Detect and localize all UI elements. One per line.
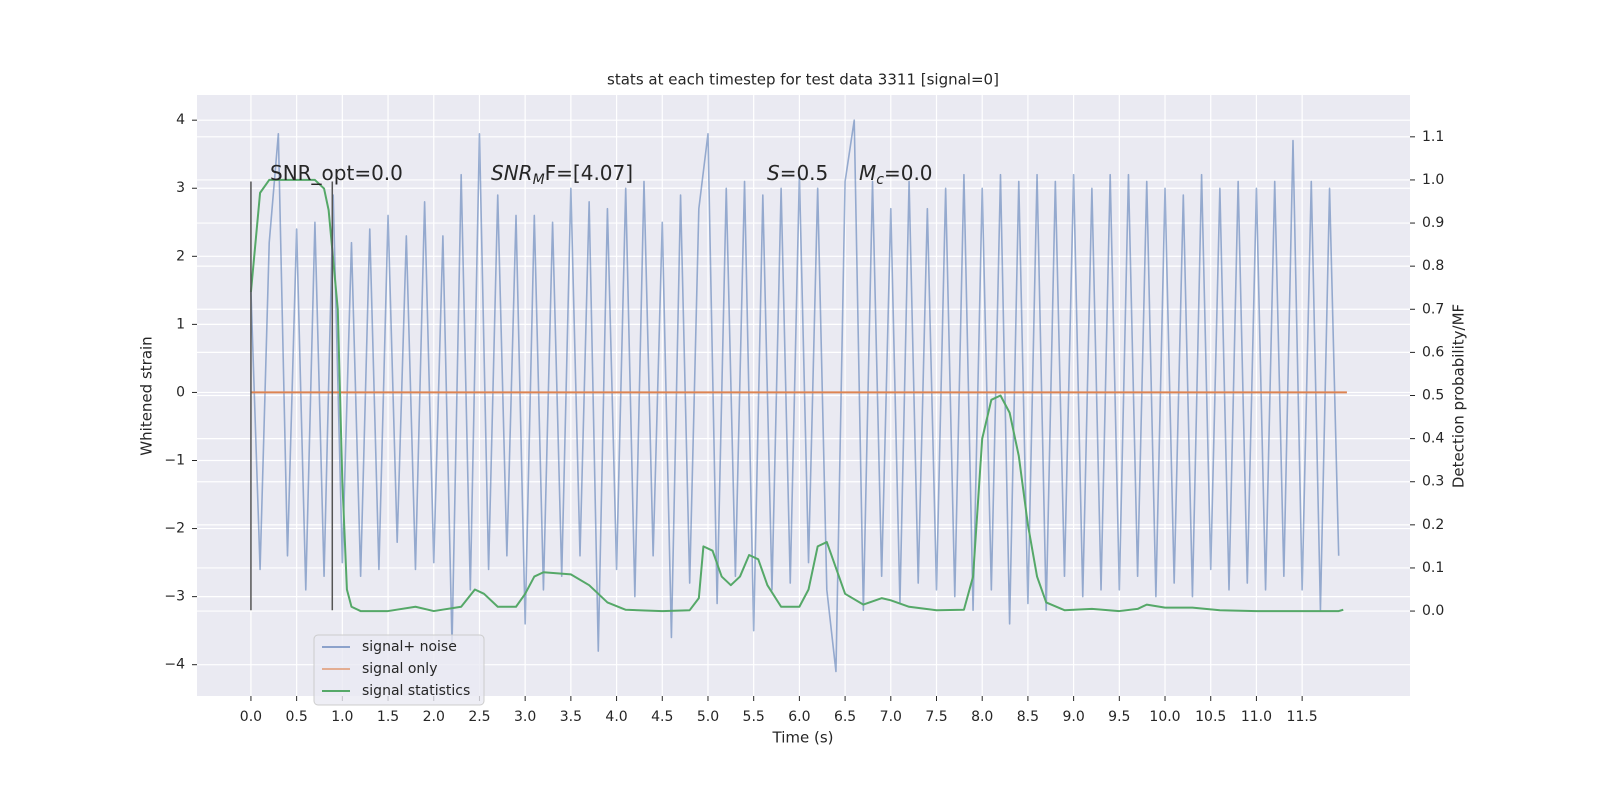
annotation-math: M [859,161,876,185]
x-tick-label: 0.0 [240,709,262,725]
legend-box [313,634,485,706]
y2-tick-label: 0.7 [1422,301,1444,317]
y2-axis-label: Detection probability/MF [1450,304,1468,488]
x-tick-label: 4.5 [651,709,673,725]
y2-tick-label: 0.8 [1422,258,1444,274]
x-tick-label: 4.0 [605,709,627,725]
x-tick-label: 2.5 [468,709,490,725]
annotation-math: SNR [491,161,533,185]
y2-tick-label: 0.5 [1422,388,1444,404]
y-tick-label: −1 [164,453,185,469]
annotation-after: =0.0 [884,161,933,185]
x-tick-label: 11.0 [1241,709,1272,725]
y2-tick-label: 1.1 [1422,129,1444,145]
y2-tick-label: 0.0 [1422,603,1444,619]
chart-title: stats at each timestep for test data 331… [607,71,999,89]
x-tick-label: 1.0 [331,709,353,725]
x-tick-label: 2.0 [423,709,445,725]
x-axis-label: Time (s) [772,729,834,747]
legend-label: signal statistics [362,683,470,699]
y-tick-label: −2 [164,521,185,537]
x-tick-label: 7.5 [925,709,947,725]
y-tick-label: 1 [176,316,185,332]
y-tick-label: −3 [164,589,185,605]
legend-label: signal only [362,661,437,677]
legend-label: signal+ noise [362,639,457,655]
y-tick-label: −4 [164,657,185,673]
series-line [249,178,1344,613]
y2-tick-label: 0.3 [1422,474,1444,490]
x-tick-label: 1.5 [377,709,399,725]
annotation-text: SNR_opt=0.0 [270,161,403,185]
annotation: SNRMF=[4.07] [491,161,633,189]
x-tick-label: 11.5 [1287,709,1318,725]
y2-tick-label: 0.2 [1422,517,1444,533]
x-tick-label: 8.5 [1017,709,1039,725]
y2-tick-label: 0.9 [1422,215,1444,231]
annotation-math: S [767,161,780,185]
annotation-sub: c [876,172,884,188]
series-line [250,119,1340,673]
y2-tick-label: 0.4 [1422,431,1444,447]
annotation: S=0.5 [767,161,828,185]
y-axis-label: Whitened strain [138,336,156,455]
annotation-after: F=[4.07] [545,161,633,185]
x-tick-label: 5.5 [743,709,765,725]
annotation-sub: M [533,172,545,188]
y-tick-label: 0 [176,384,185,400]
y2-tick-label: 0.6 [1422,344,1444,360]
annotation: Mc=0.0 [859,161,933,189]
x-tick-label: 6.5 [834,709,856,725]
y2-tick-label: 1.0 [1422,172,1444,188]
x-tick-label: 9.0 [1062,709,1084,725]
annotation: SNR_opt=0.0 [270,161,403,185]
x-tick-label: 5.0 [697,709,719,725]
y-tick-label: 3 [176,180,185,196]
annotation-after: =0.5 [780,161,829,185]
x-tick-label: 10.0 [1149,709,1180,725]
x-tick-label: 8.0 [971,709,993,725]
x-tick-label: 10.5 [1195,709,1226,725]
y-tick-label: 2 [176,248,185,264]
x-tick-label: 9.5 [1108,709,1130,725]
y2-tick-label: 0.1 [1422,560,1444,576]
x-tick-label: 0.5 [286,709,308,725]
x-tick-label: 6.0 [788,709,810,725]
x-tick-label: 3.5 [560,709,582,725]
y-tick-label: 4 [176,112,185,128]
x-tick-label: 3.0 [514,709,536,725]
x-tick-label: 7.0 [880,709,902,725]
